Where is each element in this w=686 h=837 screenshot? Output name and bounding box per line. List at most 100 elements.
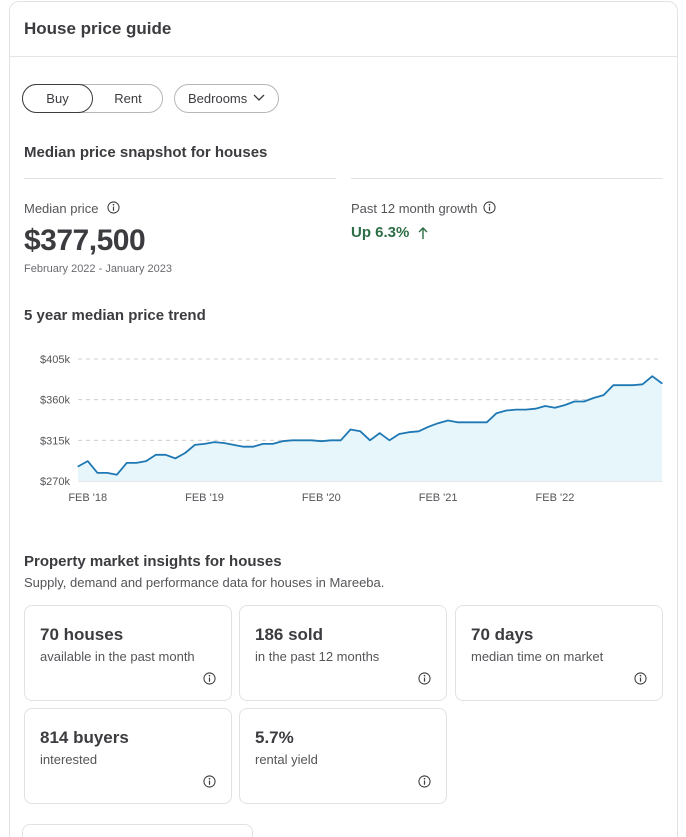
y-tick-label: $270k <box>40 476 70 488</box>
tile-description: rental yield <box>255 752 318 767</box>
area-fill <box>78 376 662 481</box>
insight-tile: 70 houses available in the past month <box>24 605 232 701</box>
data-point <box>583 400 585 403</box>
data-point <box>223 442 225 444</box>
data-point <box>505 409 507 412</box>
card-header: House price guide <box>10 2 677 57</box>
data-point <box>437 422 439 424</box>
data-point <box>359 430 361 432</box>
data-point <box>466 421 468 423</box>
data-point <box>184 452 186 454</box>
partial-tile <box>22 824 253 837</box>
data-point <box>564 404 566 406</box>
data-point <box>281 440 283 442</box>
data-point <box>272 443 274 445</box>
tile-value: 70 days <box>471 625 534 644</box>
data-point <box>135 462 137 464</box>
data-point <box>311 439 313 441</box>
y-tick-label: $315k <box>40 435 70 447</box>
median-price-label: Median price <box>24 201 99 216</box>
data-point <box>544 405 546 407</box>
rent-tab[interactable]: Rent <box>114 91 142 106</box>
data-point <box>515 409 517 411</box>
info-icon[interactable] <box>418 775 431 788</box>
info-icon[interactable] <box>203 672 216 685</box>
data-point <box>106 472 108 474</box>
y-tick-label: $360k <box>40 395 70 407</box>
tile-value: 186 sold <box>255 625 324 644</box>
median-price-period: February 2022 - January 2023 <box>24 263 172 275</box>
tile-value: 814 buyers <box>40 728 129 747</box>
x-tick-label: FEB '19 <box>185 492 224 504</box>
info-icon[interactable] <box>418 672 431 685</box>
divider-right <box>351 178 663 179</box>
data-point <box>593 397 595 399</box>
card-title: House price guide <box>24 19 172 38</box>
insight-tile: 186 sold in the past 12 months <box>239 605 447 701</box>
data-point <box>603 394 605 396</box>
data-point <box>447 419 449 422</box>
tile-description: available in the past month <box>40 649 195 664</box>
data-point <box>213 441 215 443</box>
info-icon[interactable] <box>634 672 647 685</box>
insight-tile: 70 days median time on market <box>455 605 663 701</box>
x-tick-label: FEB '22 <box>536 492 575 504</box>
price-trend-chart: $270k $315k $360k $405k FEB '18 FEB '19 FEB '2… <box>40 354 663 504</box>
arrow-up-icon <box>418 227 428 239</box>
tile-value: 70 houses <box>40 625 124 644</box>
data-point <box>262 443 264 445</box>
insight-tile: 5.7% rental yield <box>239 708 447 804</box>
info-icon[interactable] <box>107 201 120 214</box>
data-point <box>340 439 342 441</box>
median-price-value: $377,500 <box>24 224 146 257</box>
trend-title: 5 year median price trend <box>24 307 206 324</box>
tile-value: 5.7% <box>255 728 294 747</box>
data-point <box>554 407 556 409</box>
data-point <box>388 439 391 441</box>
data-point <box>174 457 176 460</box>
tile-description: in the past 12 months <box>255 649 380 664</box>
data-point <box>116 474 118 476</box>
bedrooms-dropdown[interactable]: Bedrooms <box>174 84 279 113</box>
data-point <box>77 465 79 468</box>
data-point <box>126 462 128 464</box>
data-point <box>203 443 206 445</box>
data-point <box>330 439 332 441</box>
data-point <box>398 433 400 435</box>
growth-label: Past 12 month growth <box>351 201 478 216</box>
data-point <box>145 460 147 462</box>
data-point <box>612 384 614 386</box>
data-point <box>194 444 196 446</box>
x-tick-label: FEB '21 <box>419 492 458 504</box>
tile-description: interested <box>40 752 98 767</box>
growth-value: Up 6.3% <box>351 224 410 241</box>
data-point <box>457 421 459 423</box>
data-point <box>379 432 381 434</box>
buy-rent-toggle: Buy Rent <box>22 84 163 113</box>
bedrooms-label: Bedrooms <box>188 91 248 106</box>
data-point <box>525 409 527 411</box>
data-point <box>641 383 644 385</box>
y-tick-label: $405k <box>40 354 70 366</box>
data-point <box>96 472 99 474</box>
data-point <box>291 439 293 441</box>
data-point <box>476 421 478 423</box>
divider-left <box>24 178 336 179</box>
buy-tab[interactable]: Buy <box>22 84 93 113</box>
data-point <box>427 426 429 428</box>
insight-tile: 814 buyers interested <box>24 708 232 804</box>
info-icon[interactable] <box>483 201 496 214</box>
snapshot-title: Median price snapshot for houses <box>24 144 268 161</box>
data-point <box>632 384 634 386</box>
data-point <box>252 446 254 448</box>
insights-subtitle: Supply, demand and performance data for … <box>24 575 385 590</box>
data-point <box>155 454 157 456</box>
data-point <box>418 430 420 432</box>
data-point <box>369 439 371 441</box>
data-point <box>495 412 498 414</box>
data-point <box>408 431 410 433</box>
data-point <box>320 440 322 442</box>
data-point <box>165 454 167 456</box>
data-point <box>87 460 89 462</box>
info-icon[interactable] <box>203 775 216 788</box>
